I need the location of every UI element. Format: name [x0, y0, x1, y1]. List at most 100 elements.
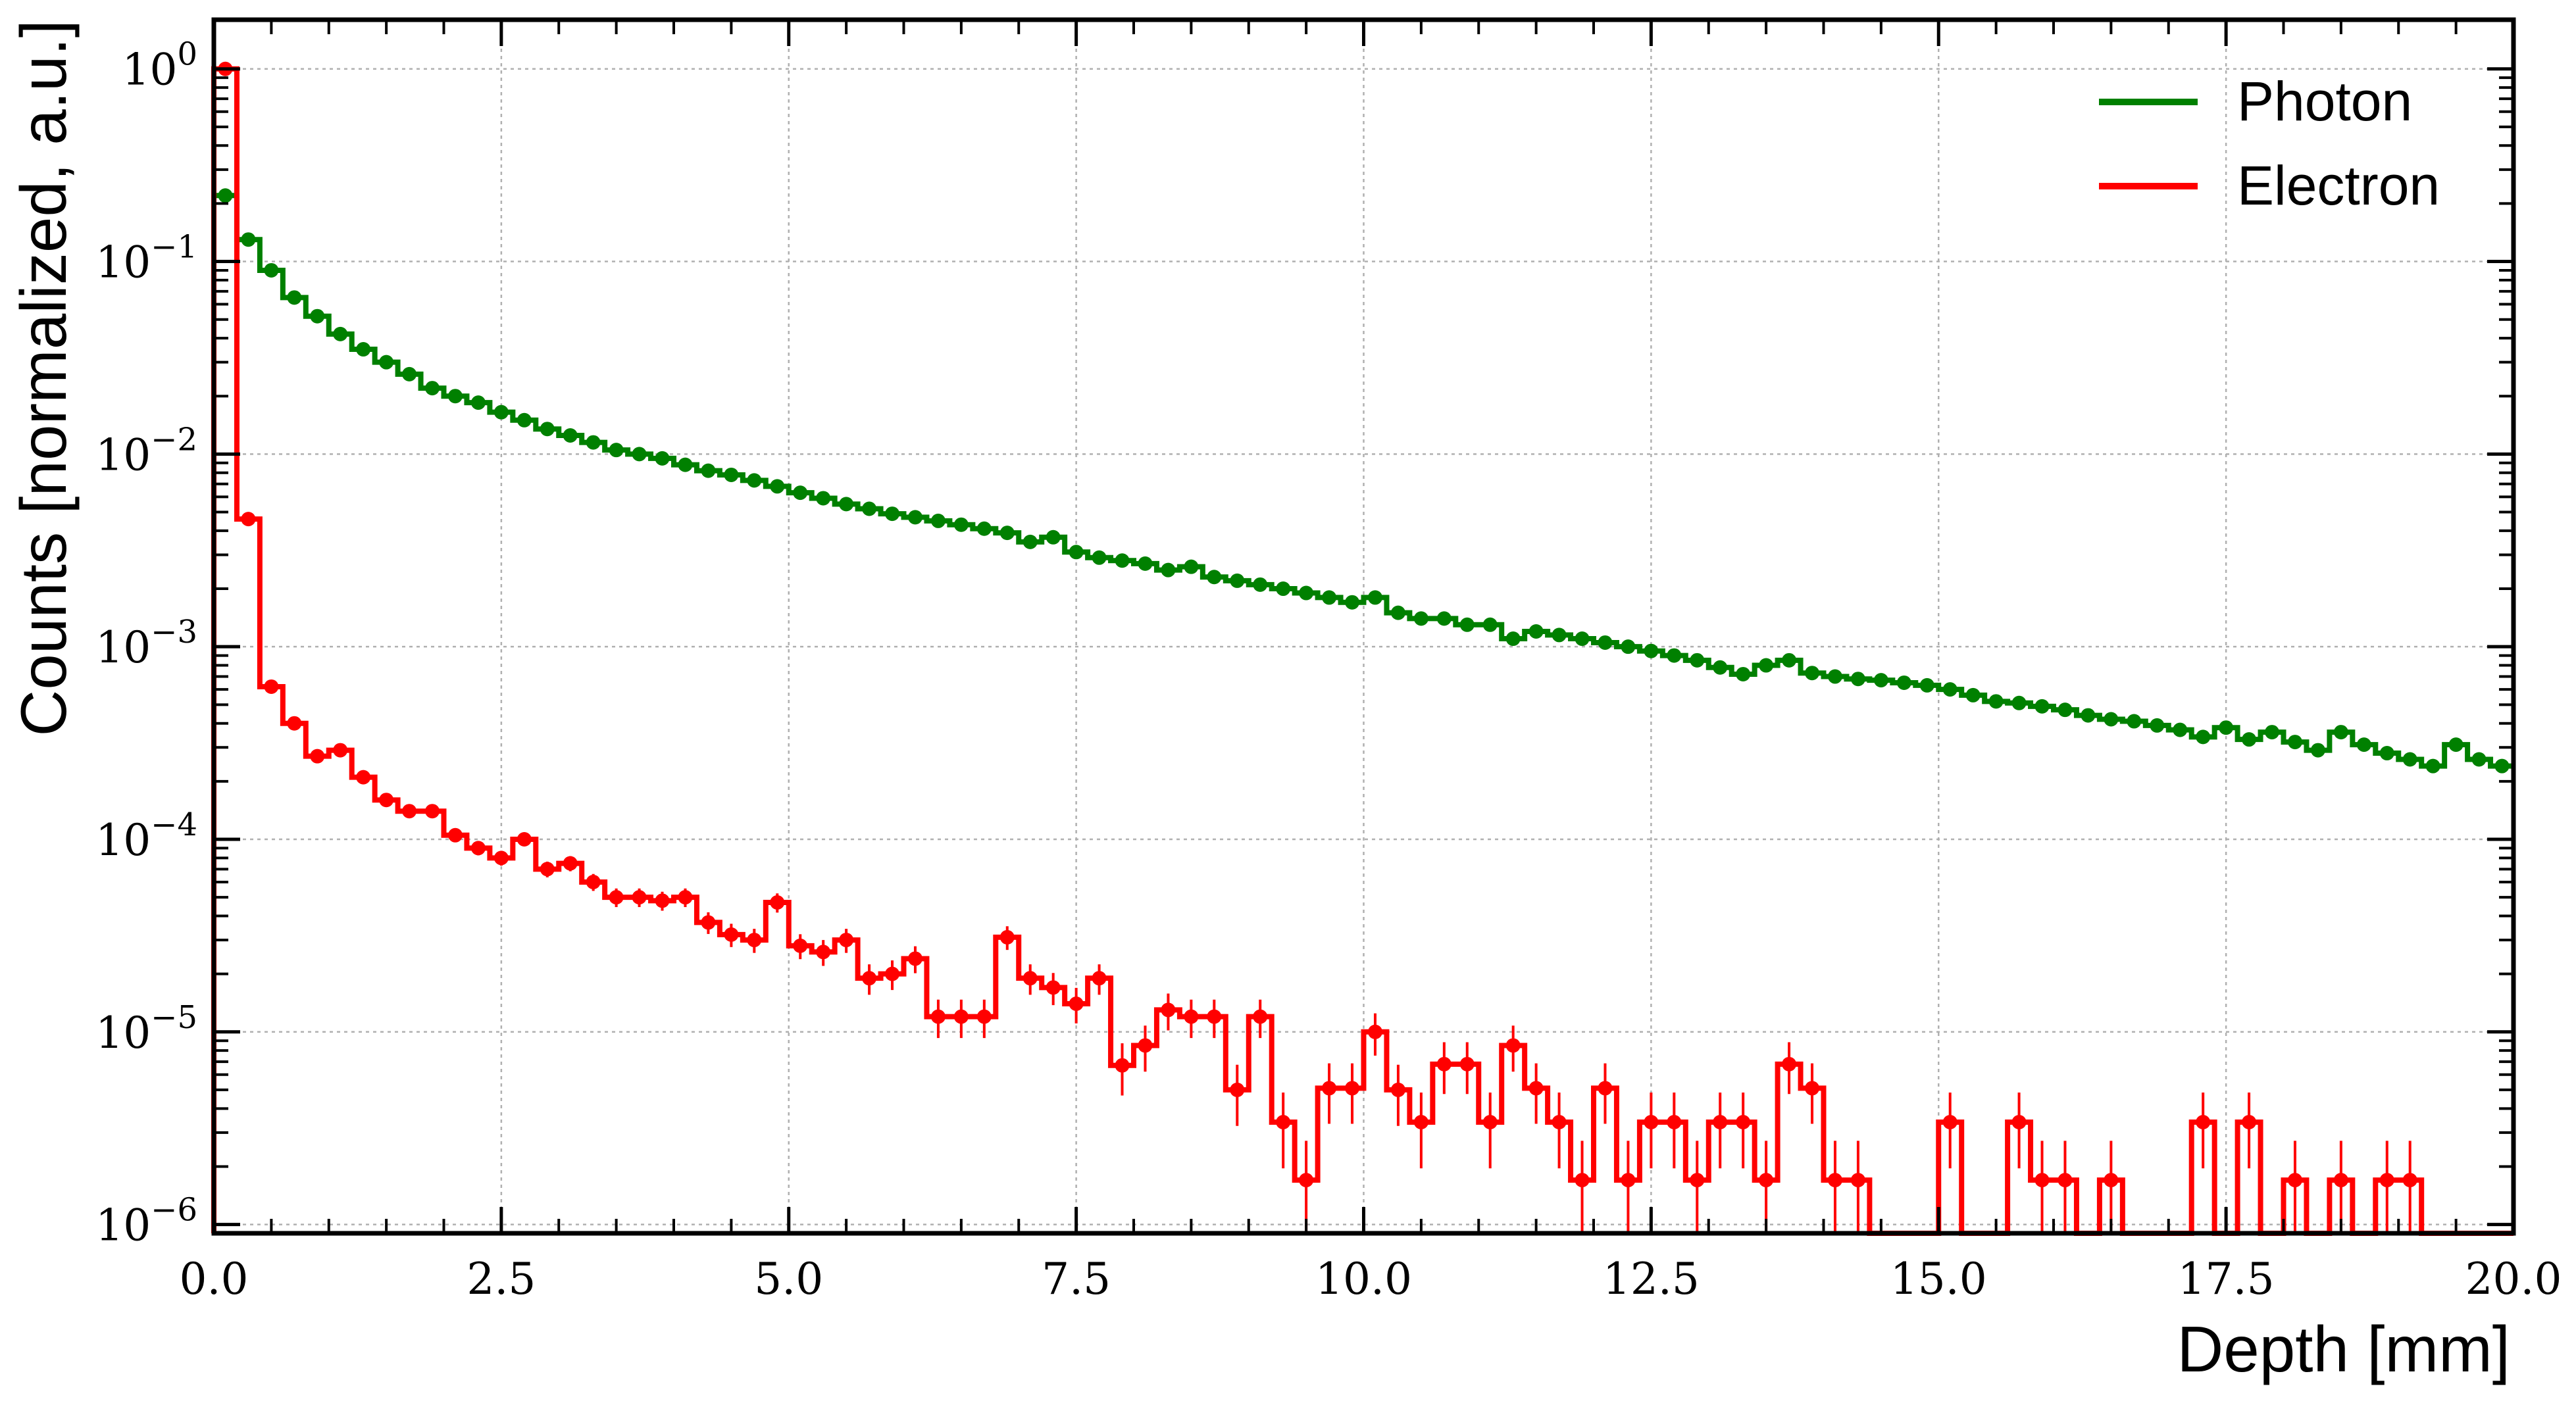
- data-point: [930, 513, 946, 528]
- data-point: [2333, 1173, 2348, 1188]
- data-point: [586, 435, 601, 450]
- data-point: [493, 850, 509, 866]
- x-tick-label: 0.0: [180, 1254, 249, 1304]
- data-point: [1138, 1038, 1153, 1053]
- data-point: [1161, 562, 1176, 578]
- data-point: [1942, 682, 1957, 697]
- data-point: [2081, 708, 2096, 723]
- data-point: [493, 405, 509, 420]
- data-point: [747, 473, 762, 488]
- data-point: [999, 929, 1015, 945]
- data-point: [1436, 611, 1452, 626]
- data-point: [1299, 585, 1314, 601]
- data-point: [1092, 550, 1107, 565]
- data-point: [2058, 702, 2073, 718]
- data-point: [907, 951, 922, 966]
- data-point: [1459, 617, 1475, 632]
- data-point: [1322, 1081, 1337, 1096]
- y-tick-label: 10−4: [95, 806, 197, 866]
- data-point: [264, 679, 279, 694]
- data-point: [907, 510, 922, 525]
- data-point: [402, 804, 417, 819]
- data-point: [1782, 1056, 1797, 1071]
- data-point: [2310, 743, 2325, 758]
- x-tick-labels: 0.0 2.5 5.0 7.5 10.0 12.5 15.0 17.5 20.0: [180, 1254, 2562, 1304]
- data-point: [1207, 570, 1222, 585]
- x-tick-label: 7.5: [1042, 1254, 1111, 1304]
- data-point: [2448, 737, 2463, 752]
- data-point: [839, 933, 854, 948]
- data-point: [1942, 1114, 1957, 1129]
- y-tick-label: 10−5: [95, 999, 197, 1058]
- data-point: [1988, 694, 2004, 709]
- data-point: [1115, 553, 1130, 568]
- data-point: [747, 933, 762, 948]
- data-point: [1482, 617, 1498, 632]
- data-point: [241, 512, 256, 527]
- data-point: [1023, 534, 1038, 549]
- data-point: [2104, 1173, 2119, 1188]
- data-point: [517, 412, 532, 428]
- data-point: [1184, 1009, 1199, 1024]
- data-point: [1759, 1173, 1774, 1188]
- data-point: [1965, 687, 1981, 702]
- y-tick-label: 100: [122, 36, 197, 95]
- data-point: [1736, 666, 1751, 681]
- data-point: [379, 355, 394, 370]
- y-tick-label: 10−1: [95, 229, 197, 288]
- data-point: [1436, 1056, 1452, 1071]
- data-point: [540, 422, 555, 437]
- data-point: [2011, 1114, 2027, 1129]
- data-point: [1046, 529, 1061, 545]
- data-point: [1023, 971, 1038, 986]
- data-point: [2242, 1114, 2257, 1129]
- data-point: [632, 447, 647, 462]
- data-point: [2425, 758, 2440, 774]
- data-point: [1690, 1173, 1705, 1188]
- data-point: [1413, 1114, 1428, 1129]
- data-point: [2402, 752, 2417, 767]
- data-point: [655, 451, 670, 466]
- data-point: [1782, 652, 1797, 668]
- data-point: [2150, 718, 2165, 733]
- y-tick-label: 10−2: [95, 421, 197, 480]
- data-point: [333, 326, 348, 341]
- data-point: [1805, 666, 1820, 681]
- x-tick-label: 5.0: [754, 1254, 823, 1304]
- x-tick-label: 10.0: [1315, 1254, 1412, 1304]
- data-point: [1528, 624, 1544, 639]
- data-point: [1690, 652, 1705, 668]
- data-point: [218, 188, 233, 203]
- data-point: [2173, 722, 2188, 737]
- data-point: [425, 381, 440, 396]
- data-point: [470, 395, 486, 410]
- data-point: [333, 743, 348, 758]
- data-point: [2219, 720, 2234, 735]
- data-point: [1161, 1002, 1176, 1018]
- data-point: [1667, 648, 1682, 663]
- x-tick-label: 15.0: [1890, 1254, 1987, 1304]
- data-point: [517, 831, 532, 847]
- data-point: [1621, 639, 1636, 654]
- data-point: [793, 485, 808, 501]
- data-point: [379, 793, 394, 808]
- data-point: [999, 526, 1015, 541]
- series-photon: [211, 188, 2513, 1233]
- data-point: [1207, 1009, 1222, 1024]
- data-point: [1827, 669, 1842, 684]
- data-point: [1598, 635, 1613, 650]
- data-point: [1805, 1081, 1820, 1096]
- data-point: [1598, 1081, 1613, 1096]
- data-point: [724, 927, 739, 942]
- data-point: [862, 971, 877, 986]
- data-point: [953, 1009, 969, 1024]
- data-point: [609, 443, 624, 458]
- data-point: [724, 467, 739, 482]
- data-point: [1390, 605, 1405, 620]
- data-point: [287, 290, 302, 305]
- data-point: [2265, 725, 2280, 740]
- data-point: [2034, 1173, 2050, 1188]
- data-point: [447, 827, 463, 843]
- y-axis-label: Counts [normalized, a.u.]: [7, 20, 80, 736]
